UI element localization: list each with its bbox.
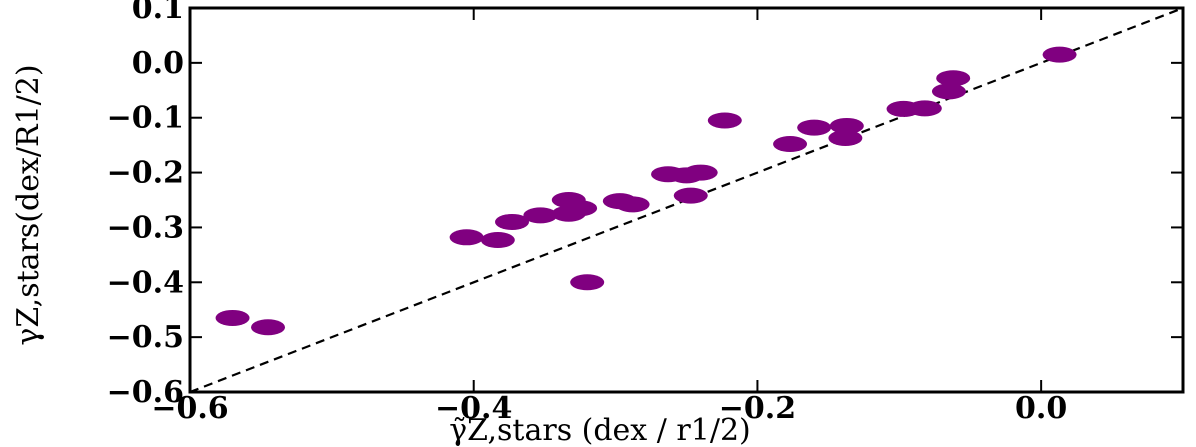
y-tick-label: −0.5 [107, 320, 184, 355]
data-points [215, 46, 1077, 336]
y-tick-label: −0.2 [107, 156, 184, 191]
y-tick-label: −0.6 [107, 375, 184, 410]
data-point [797, 119, 832, 136]
data-point [570, 274, 605, 291]
data-point [931, 83, 966, 100]
data-point [602, 193, 637, 210]
y-tick-label: 0.0 [132, 46, 184, 81]
x-tick-label: −0.4 [435, 391, 512, 426]
data-point [673, 187, 708, 204]
data-point [773, 136, 808, 153]
data-point [886, 100, 921, 117]
data-point [495, 213, 530, 230]
data-point [523, 207, 558, 224]
data-point [707, 112, 742, 129]
data-point [828, 130, 863, 147]
y-tick-label: −0.4 [107, 265, 184, 300]
y-tick-label: −0.1 [107, 101, 184, 136]
data-point [251, 319, 286, 336]
x-axis-ticks: −0.6 −0.4 −0.2 0.0 [151, 8, 1067, 426]
plot-frame [188, 6, 1185, 394]
x-tick-label: −0.2 [719, 391, 796, 426]
x-axis-label: γ̃Z,stars (dex / r1/2) [449, 413, 750, 447]
data-point [449, 229, 484, 246]
data-point [1042, 46, 1077, 63]
y-axis-label: γZ,stars(dex/R1/2) [11, 64, 46, 345]
data-point [480, 232, 515, 249]
y-tick-label: −0.3 [107, 210, 184, 245]
x-tick-label: −0.6 [151, 391, 228, 426]
data-point [829, 117, 864, 134]
x-tick-label: 0.0 [1015, 391, 1067, 426]
y-tick-label: 0.1 [132, 0, 184, 26]
data-point [936, 70, 971, 87]
y-axis-ticks: 0.1 0.0 −0.1 −0.2 −0.3 −0.4 −0.5 −0.6 [107, 0, 1183, 410]
data-point [651, 166, 686, 183]
data-point [551, 192, 586, 208]
data-point [551, 205, 586, 222]
data-point [215, 309, 250, 326]
